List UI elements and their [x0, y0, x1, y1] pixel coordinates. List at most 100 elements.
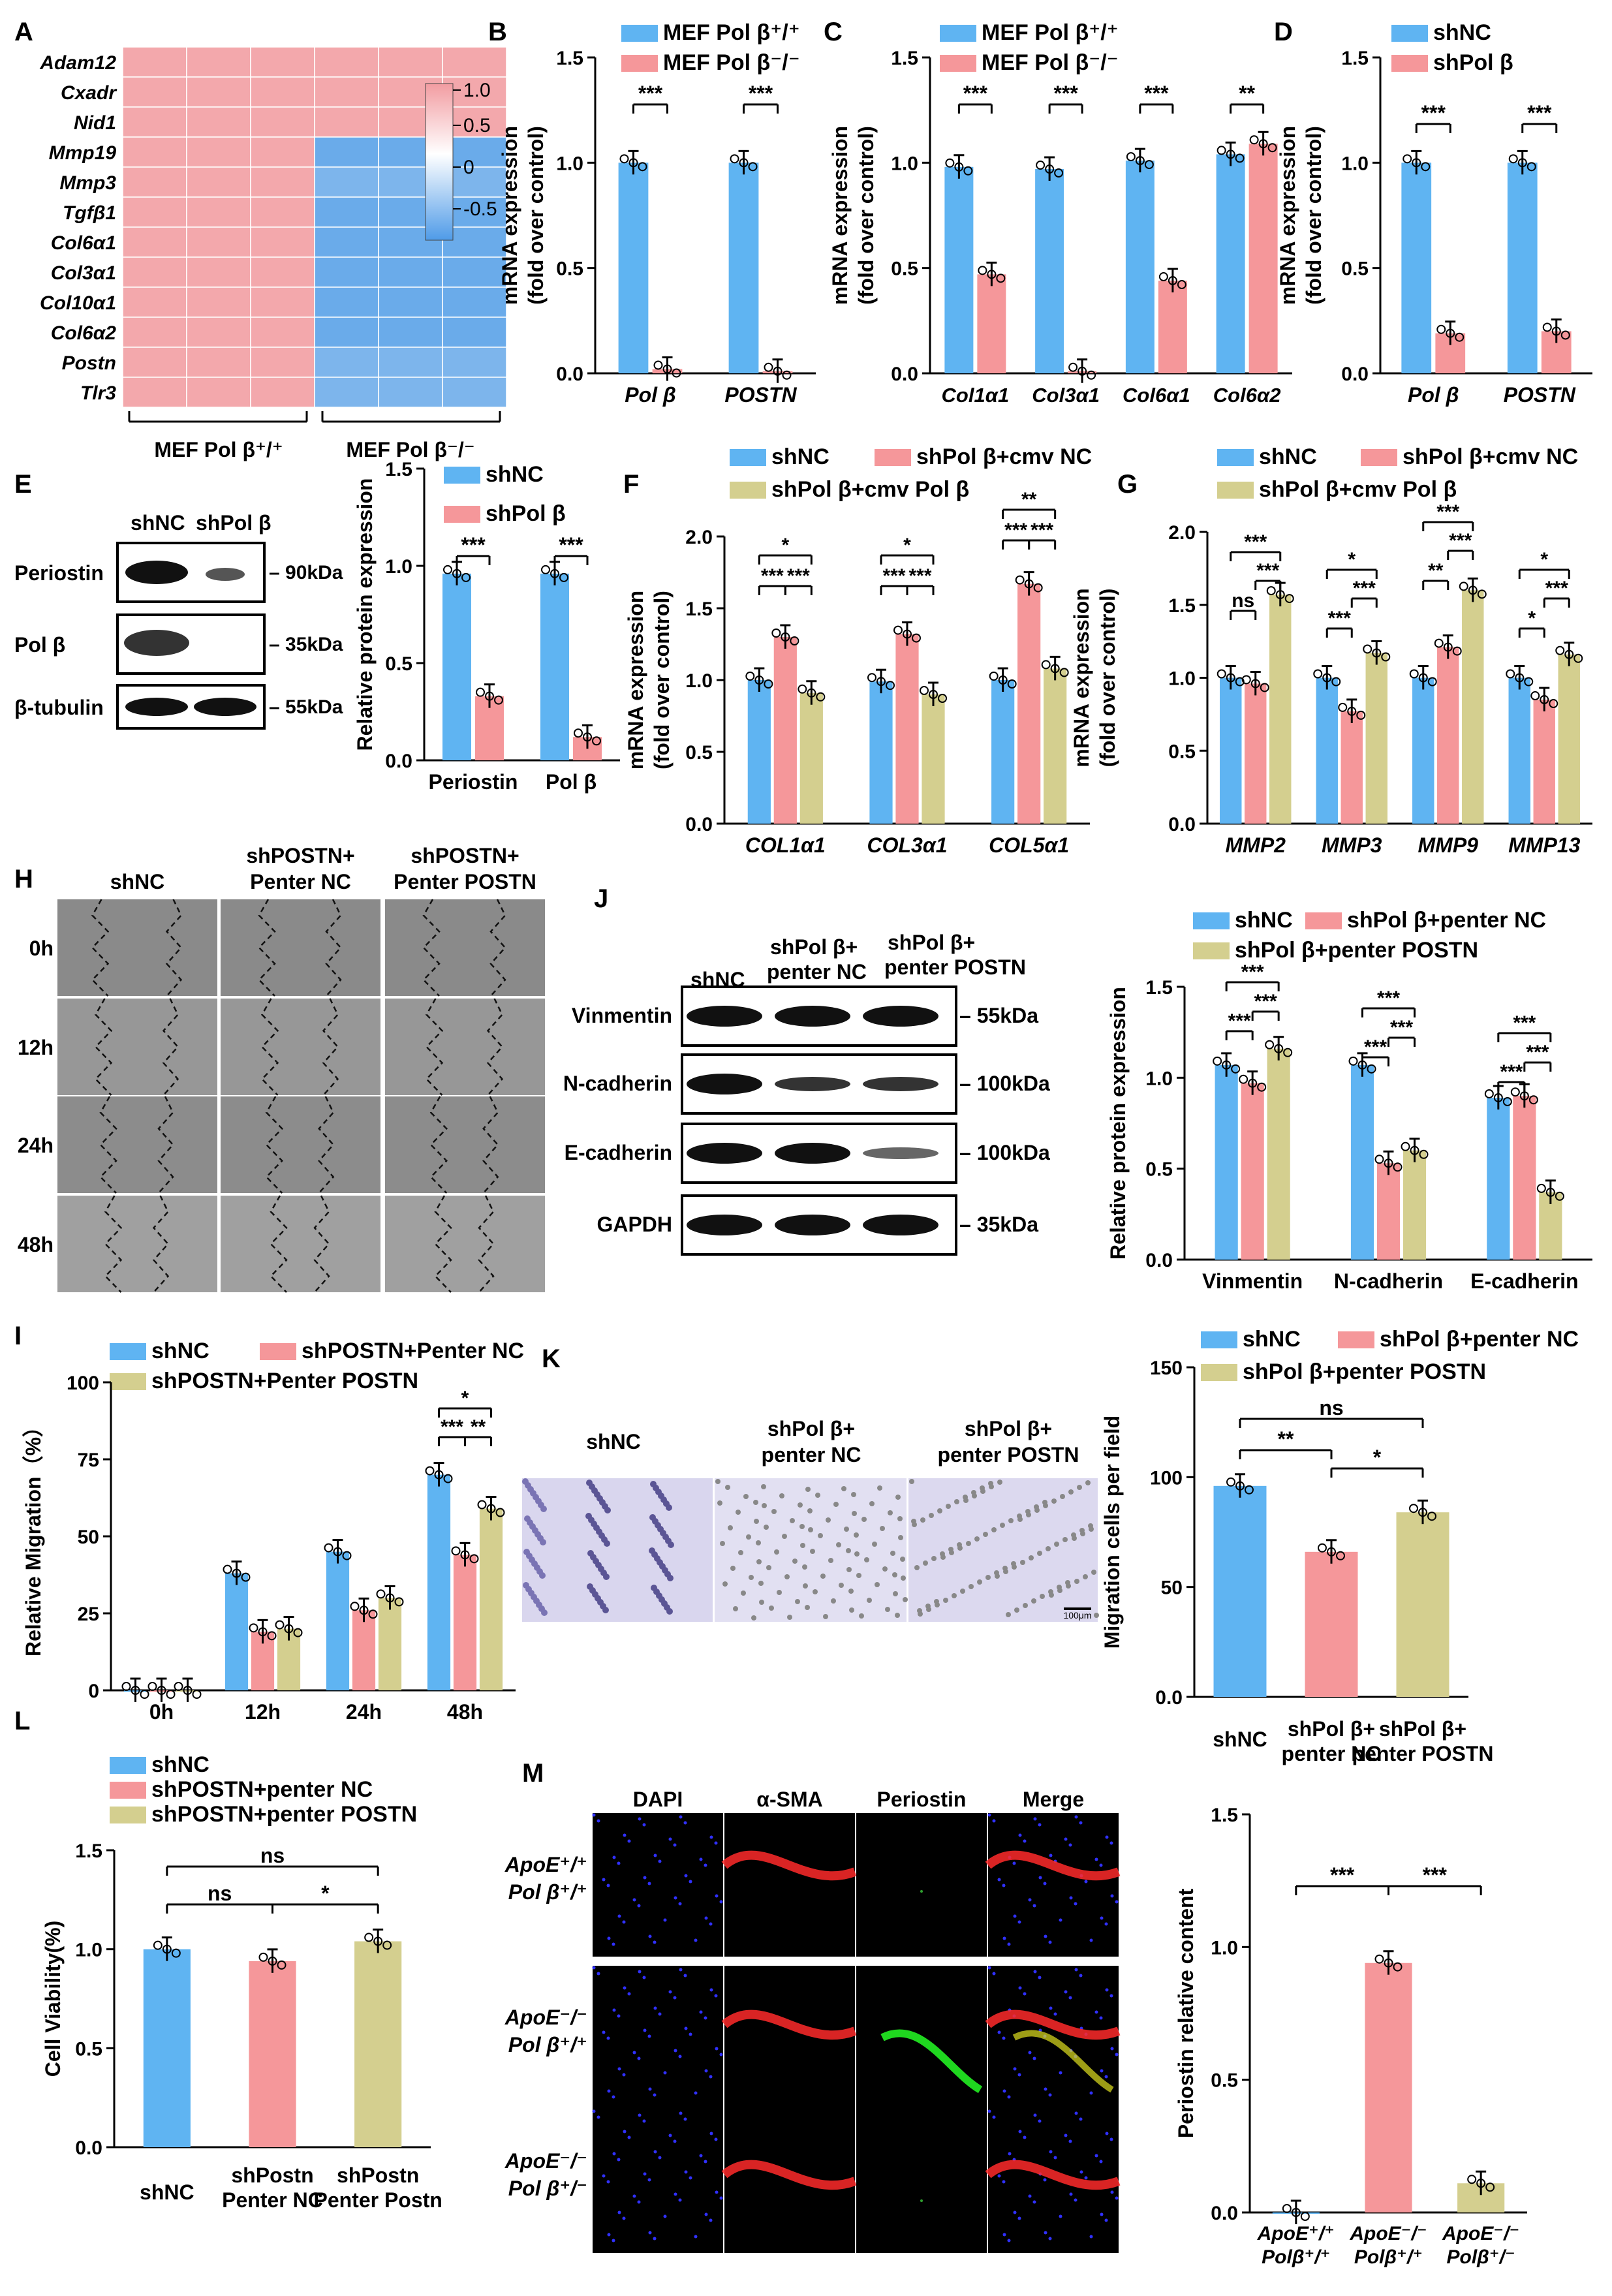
- column-label: penter POSTN: [938, 1443, 1079, 1466]
- cell-dot: [799, 1524, 805, 1529]
- nucleus-dot: [694, 2091, 698, 2095]
- micrograph-tile: [522, 1478, 713, 1622]
- heatmap-cell: [442, 317, 507, 348]
- data-point: [1372, 648, 1382, 658]
- column-label: shPOSTN+: [411, 844, 519, 867]
- row-label: ApoE⁻/⁻: [504, 2006, 587, 2029]
- cell-dot: [943, 1598, 948, 1603]
- category-label: penter NC: [1282, 1742, 1382, 1765]
- wound-edge: [260, 998, 279, 1096]
- nucleus-dot: [673, 2139, 677, 2143]
- cell-dot: [1042, 1500, 1047, 1505]
- blot-band: [687, 1074, 762, 1094]
- data-point: [171, 1948, 181, 1958]
- data-point: [350, 1602, 360, 1611]
- data-point: [798, 684, 807, 694]
- legend-swatch: [621, 55, 658, 72]
- blot-band: [687, 1215, 762, 1235]
- nucleus-dot: [668, 1990, 672, 1994]
- y-tick-label: 100: [1150, 1467, 1183, 1489]
- cell-dot: [875, 1582, 880, 1587]
- data-point: [425, 1466, 435, 1476]
- cell-dot: [826, 1517, 831, 1523]
- legend-swatch: [110, 1373, 146, 1390]
- wound-edge: [325, 899, 342, 997]
- sig-label: ***: [1527, 101, 1552, 125]
- bar: [1269, 595, 1292, 824]
- wound-edge: [482, 1096, 499, 1194]
- data-point: [574, 728, 583, 738]
- data-point: [1412, 158, 1421, 168]
- data-point: [653, 360, 663, 370]
- nucleus-dot: [1048, 2237, 1052, 2241]
- micrograph-tile: [57, 999, 217, 1095]
- cell-dot: [920, 1517, 925, 1523]
- micrograph-tile: [385, 1096, 545, 1193]
- heatmap-cell: [122, 166, 187, 198]
- sig-label: **: [1021, 489, 1037, 510]
- legend-label: shNC: [1235, 908, 1293, 933]
- nucleus-dot: [1018, 1986, 1022, 1990]
- nucleus-dot: [653, 2237, 657, 2241]
- colorbar-label: -0.5: [463, 198, 497, 220]
- data-point: [1267, 143, 1277, 153]
- cell-dot: [1051, 1498, 1057, 1504]
- y-tick-label: 1.0: [685, 670, 713, 692]
- data-point: [929, 690, 938, 699]
- bar: [1241, 1083, 1264, 1260]
- nucleus-dot: [1074, 2198, 1077, 2202]
- sig-label: ***: [1254, 991, 1277, 1012]
- nucleus-dot: [699, 1857, 703, 1861]
- category-label: Pol β: [1408, 383, 1459, 407]
- data-point: [1443, 642, 1453, 652]
- data-point: [1524, 677, 1534, 687]
- nucleus-dot: [714, 2137, 718, 2141]
- scale-label: 500 μm: [1079, 2242, 1109, 2252]
- nucleus-dot: [653, 2150, 657, 2154]
- cell-dot: [805, 1487, 811, 1492]
- nucleus-dot: [719, 2053, 723, 2056]
- legend-label: shNC: [486, 462, 544, 487]
- sig-label: ns: [208, 1882, 232, 1905]
- heatmap-cell: [314, 106, 379, 138]
- nucleus-dot: [1074, 1902, 1077, 1906]
- blot-size-label: – 100kDa: [959, 1141, 1050, 1164]
- cell-dot: [800, 1543, 805, 1548]
- data-point: [1087, 370, 1096, 380]
- category-label: MMP3: [1322, 833, 1382, 857]
- nucleus-dot: [684, 2170, 688, 2174]
- bar: [427, 1474, 451, 1690]
- nucleus-dot: [709, 2075, 713, 2079]
- sig-label: ***: [1241, 961, 1264, 983]
- category-label: Penter Postn: [313, 2188, 442, 2212]
- row-label: ApoE⁻/⁻: [504, 2149, 587, 2173]
- nucleus-dot: [607, 1936, 611, 1940]
- panel-letter-A: A: [14, 18, 33, 46]
- sig-label: ***: [1526, 1042, 1549, 1063]
- data-point: [1249, 135, 1259, 145]
- nucleus-dot: [1079, 1974, 1083, 1978]
- nucleus-dot: [704, 2212, 708, 2216]
- cell-dot: [925, 1604, 931, 1609]
- data-point: [166, 1690, 176, 1699]
- column-label: shPol β+: [965, 1417, 1052, 1440]
- wound-edge: [489, 899, 506, 997]
- cell-dot: [803, 1583, 808, 1589]
- data-point: [1266, 586, 1276, 596]
- nucleus-dot: [638, 2113, 642, 2117]
- data-point: [1300, 2212, 1310, 2221]
- legend-label: shPOSTN+Penter POSTN: [151, 1369, 418, 1393]
- data-point: [461, 572, 471, 582]
- wound-edge: [434, 1195, 452, 1293]
- nucleus-dot: [627, 1992, 631, 1996]
- nucleus-dot: [719, 1900, 723, 1904]
- legend-swatch: [260, 1343, 296, 1360]
- legend-label: shNC: [1259, 444, 1317, 469]
- nucleus-dot: [674, 2049, 677, 2053]
- wound-edge: [162, 998, 179, 1096]
- cell-dot: [604, 1507, 611, 1513]
- cell-dot: [540, 1539, 546, 1545]
- heatmap-cell: [442, 377, 507, 408]
- category-label: 48h: [447, 1700, 483, 1724]
- nucleus-dot: [668, 1837, 672, 1841]
